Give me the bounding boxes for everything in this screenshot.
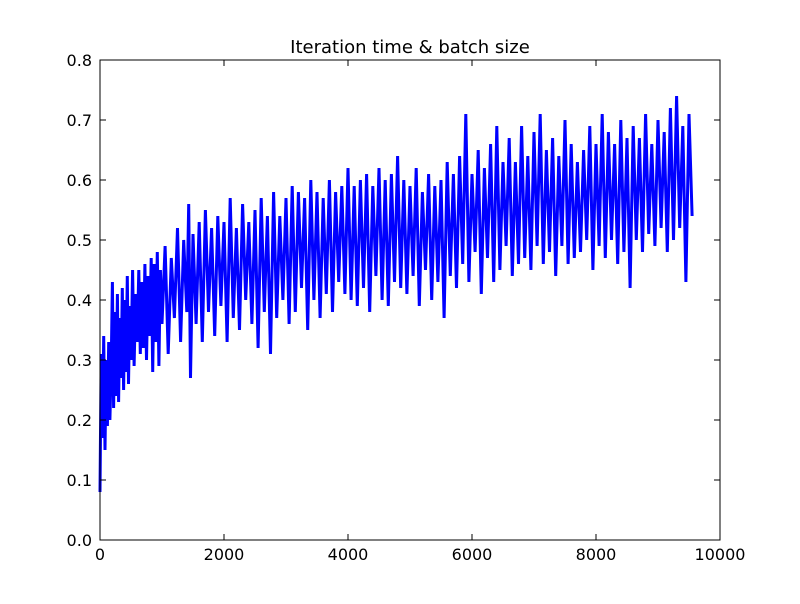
tick-layer: 0 2000 4000 6000 8000 10000 0.0 0.1 0.2 0.3 0.4 0.5… [67, 51, 746, 564]
x-tick-label: 4000 [328, 545, 369, 564]
x-tick-label: 8000 [576, 545, 617, 564]
y-tick-label: 0.5 [67, 231, 92, 250]
x-tick-label: 10000 [695, 545, 746, 564]
series-line-0 [98, 95, 694, 493]
x-tick-label: 0 [95, 545, 105, 564]
y-tick-label: 0.1 [67, 471, 92, 490]
y-tick-label: 0.8 [67, 51, 92, 70]
x-tick-label: 6000 [452, 545, 493, 564]
y-tick-label: 0.0 [67, 531, 92, 550]
x-tick-label: 2000 [204, 545, 245, 564]
y-tick-label: 0.7 [67, 111, 92, 130]
y-tick-label: 0.3 [67, 351, 92, 370]
chart-title: Iteration time & batch size [290, 37, 530, 58]
y-tick-label: 0.6 [67, 171, 92, 190]
y-tick-label: 0.4 [67, 291, 92, 310]
y-tick-label: 0.2 [67, 411, 92, 430]
series-layer [98, 95, 694, 493]
